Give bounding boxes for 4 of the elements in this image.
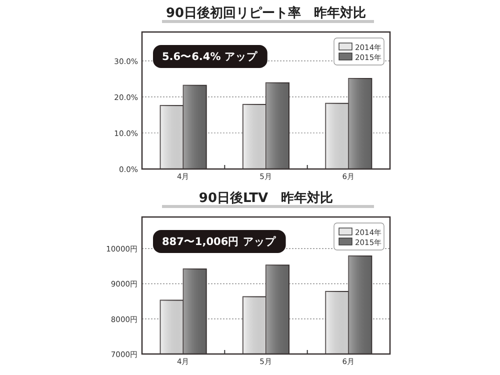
annotation: 887〜1,006円 アップ (162, 235, 277, 248)
chart-title: 90日後LTV 昨年対比 (198, 190, 334, 206)
annotation: 5.6〜6.4% アップ (162, 50, 258, 63)
chart-title: 90日後初回リピート率 昨年対比 (166, 5, 366, 21)
